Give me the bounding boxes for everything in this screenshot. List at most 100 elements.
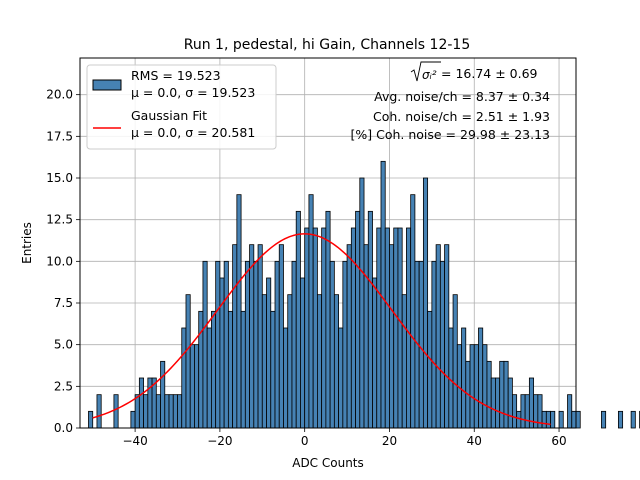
histogram-bar (253, 260, 259, 429)
annotation-sigma-value: = 16.74 ± 0.69 (441, 66, 538, 81)
y-tick-label: 15.0 (46, 171, 73, 185)
histogram-bar (503, 360, 509, 429)
histogram-bar (219, 277, 225, 429)
histogram-bar (389, 244, 395, 429)
histogram-bar (410, 194, 416, 429)
histogram-bar (164, 394, 170, 429)
histogram-bar (304, 227, 310, 429)
histogram-bar (113, 394, 119, 429)
x-tick-label: 20 (382, 434, 397, 448)
histogram-bar (461, 327, 467, 429)
histogram-bar (270, 310, 276, 429)
histogram-bar (134, 394, 140, 429)
histogram-bar (469, 344, 475, 429)
histogram-bar (507, 377, 513, 429)
fit-layer (92, 233, 551, 426)
histogram-bar (550, 410, 556, 429)
y-tick-label: 0.0 (54, 421, 73, 435)
histogram-bar (160, 360, 166, 429)
y-axis: 0.0 2.5 5.0 7.5 10.0 12.5 15.0 17.5 20.0 (46, 88, 80, 435)
legend: RMS = 19.523 μ = 0.0, σ = 19.523 Gaussia… (86, 64, 277, 150)
histogram-bar (266, 277, 272, 429)
annotation-sigma-term: σᵢ² (422, 68, 437, 82)
histogram-bar (427, 310, 433, 429)
histogram-bar (630, 410, 636, 429)
histogram-bar (355, 210, 361, 429)
histogram-bar (512, 394, 518, 429)
histogram-bar (206, 327, 212, 429)
chart-title: Run 1, pedestal, hi Gain, Channels 12-15 (184, 37, 470, 53)
histogram-bar (181, 327, 187, 429)
histogram-bar (601, 410, 607, 429)
y-tick-label: 7.5 (54, 296, 73, 310)
histogram-bar (143, 394, 149, 429)
histogram-bar (185, 294, 191, 429)
histogram-bar (172, 394, 178, 429)
legend-histogram-swatch (92, 79, 122, 91)
histogram-bar (194, 344, 200, 429)
histogram-bar (283, 327, 289, 429)
histogram-bar (96, 394, 102, 429)
legend-frame (86, 64, 277, 150)
histogram-bar (317, 294, 323, 429)
histogram-bar (372, 277, 378, 429)
histogram-bar (274, 260, 280, 429)
histogram-bar (359, 177, 365, 429)
histogram-bar (138, 377, 144, 429)
histogram-bar (524, 394, 530, 429)
histogram-bar (168, 394, 174, 429)
histogram-bar (452, 294, 458, 429)
histogram-bar (287, 294, 293, 429)
histogram-bar (495, 377, 501, 429)
histogram-bar (575, 410, 581, 429)
histogram-bar (342, 260, 348, 429)
histogram-bar (202, 260, 208, 429)
histogram-bar (321, 227, 327, 429)
x-tick-label: 40 (467, 434, 482, 448)
histogram-bar (397, 227, 403, 429)
histogram-bar (418, 260, 424, 429)
histogram-bar (567, 394, 573, 429)
legend-fit-label: Gaussian Fit (131, 108, 207, 123)
legend-fit-params: μ = 0.0, σ = 20.581 (131, 125, 255, 140)
histogram-bar (291, 260, 297, 429)
histogram-bar (545, 410, 551, 429)
histogram-bar (308, 194, 314, 429)
histogram-bar (478, 327, 484, 429)
x-axis-label: ADC Counts (292, 456, 364, 470)
histogram-bar (482, 344, 488, 429)
histogram-bar (393, 227, 399, 429)
histogram-bar (278, 244, 284, 429)
histogram-bar (376, 227, 382, 429)
histogram-bar (541, 410, 547, 429)
y-axis-label: Entries (20, 222, 34, 264)
plot-frame (79, 57, 577, 429)
annotation-coh-noise-percent: [%] Coh. noise = 29.98 ± 23.13 (350, 127, 550, 142)
y-tick-label: 20.0 (46, 88, 73, 102)
histogram-bar (223, 260, 229, 429)
histogram-bar (490, 377, 496, 429)
histogram-bar (329, 260, 335, 429)
y-tick-label: 12.5 (46, 213, 73, 227)
histogram-bar (346, 244, 352, 429)
histogram-bar (367, 210, 373, 429)
histogram-bar (325, 210, 331, 429)
histogram-bar (177, 394, 183, 429)
x-tick-label: 0 (301, 434, 309, 448)
histogram-bar (261, 294, 267, 429)
histogram-bar (384, 227, 390, 429)
y-tick-label: 2.5 (54, 379, 73, 393)
y-tick-label: 10.0 (46, 254, 73, 268)
histogram-bar (473, 344, 479, 429)
y-tick-label: 17.5 (46, 129, 73, 143)
histogram-bar (300, 277, 306, 429)
x-tick-label: −20 (207, 434, 232, 448)
histogram-bar (227, 310, 234, 429)
noise-annotations: σᵢ² = 16.74 ± 0.69 Avg. noise/ch = 8.37 … (350, 61, 550, 142)
histogram-bar (422, 177, 429, 429)
histogram-bar (350, 227, 356, 429)
histogram-bar (295, 210, 301, 429)
histogram-bar (486, 360, 492, 429)
histogram-bar (189, 344, 195, 429)
